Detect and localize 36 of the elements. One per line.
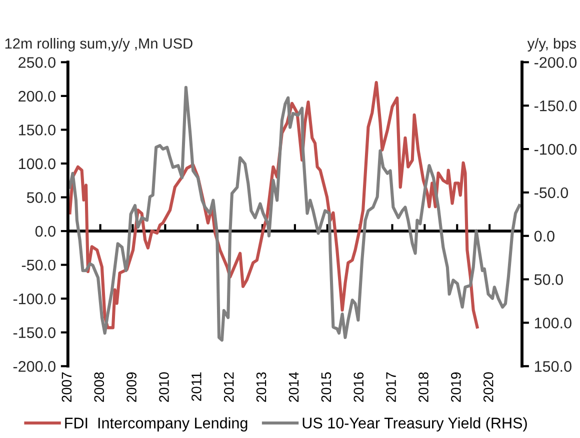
y2-tick-label: -200.0 <box>534 57 577 68</box>
x-tick-label: 2008 <box>94 372 104 402</box>
x-tick-label: 2012 <box>224 372 234 402</box>
x-tick-label: 2020 <box>483 372 494 402</box>
x-tick-label: 2007 <box>62 372 72 402</box>
y-tick-label: 150.0 <box>18 124 56 136</box>
x-tick-label: 2009 <box>126 372 136 402</box>
y2-tick-label: -150.0 <box>534 100 577 112</box>
x-tick-label: 2010 <box>159 372 169 402</box>
x-tick-label: 2017 <box>386 372 396 402</box>
y-tick-label: 200.0 <box>18 90 56 102</box>
y2-tick-label: 0.0 <box>534 230 554 242</box>
x-tick-label: 2013 <box>256 372 266 402</box>
y-tick-label: -100.0 <box>13 293 56 304</box>
y-tick-label: -200.0 <box>13 361 56 372</box>
y-tick-label: 0.0 <box>35 226 56 237</box>
y-tick-label: -50.0 <box>22 260 56 271</box>
x-tick-label: 2019 <box>451 372 461 402</box>
y-tick-label: -150.0 <box>13 327 56 338</box>
legend-label: US 10-Year Treasury Yield (RHS) <box>302 417 527 432</box>
y-tick-label: 50.0 <box>26 192 56 203</box>
x-tick-label: 2016 <box>354 372 364 402</box>
y2-axis-title: y/y, bps <box>527 38 576 52</box>
y2-tick-label: 100.0 <box>534 318 572 328</box>
y-tick-label: 250.0 <box>18 57 56 68</box>
x-tick-label: 2015 <box>321 372 332 402</box>
y-tick-label: 100.0 <box>18 158 56 170</box>
y2-tick-label: 150.0 <box>534 361 572 372</box>
y2-tick-label: -100.0 <box>534 144 577 155</box>
y2-tick-label: -50.0 <box>534 187 568 198</box>
x-tick-label: 2018 <box>418 372 428 402</box>
x-tick-label: 2011 <box>192 372 202 401</box>
y2-tick-label: 50.0 <box>534 274 563 286</box>
y-axis-title: 12m rolling sum,y/y ,Mn USD <box>5 38 192 52</box>
legend-label: FDI Intercompany Lending <box>65 417 248 432</box>
x-tick-label: 2014 <box>288 372 299 402</box>
